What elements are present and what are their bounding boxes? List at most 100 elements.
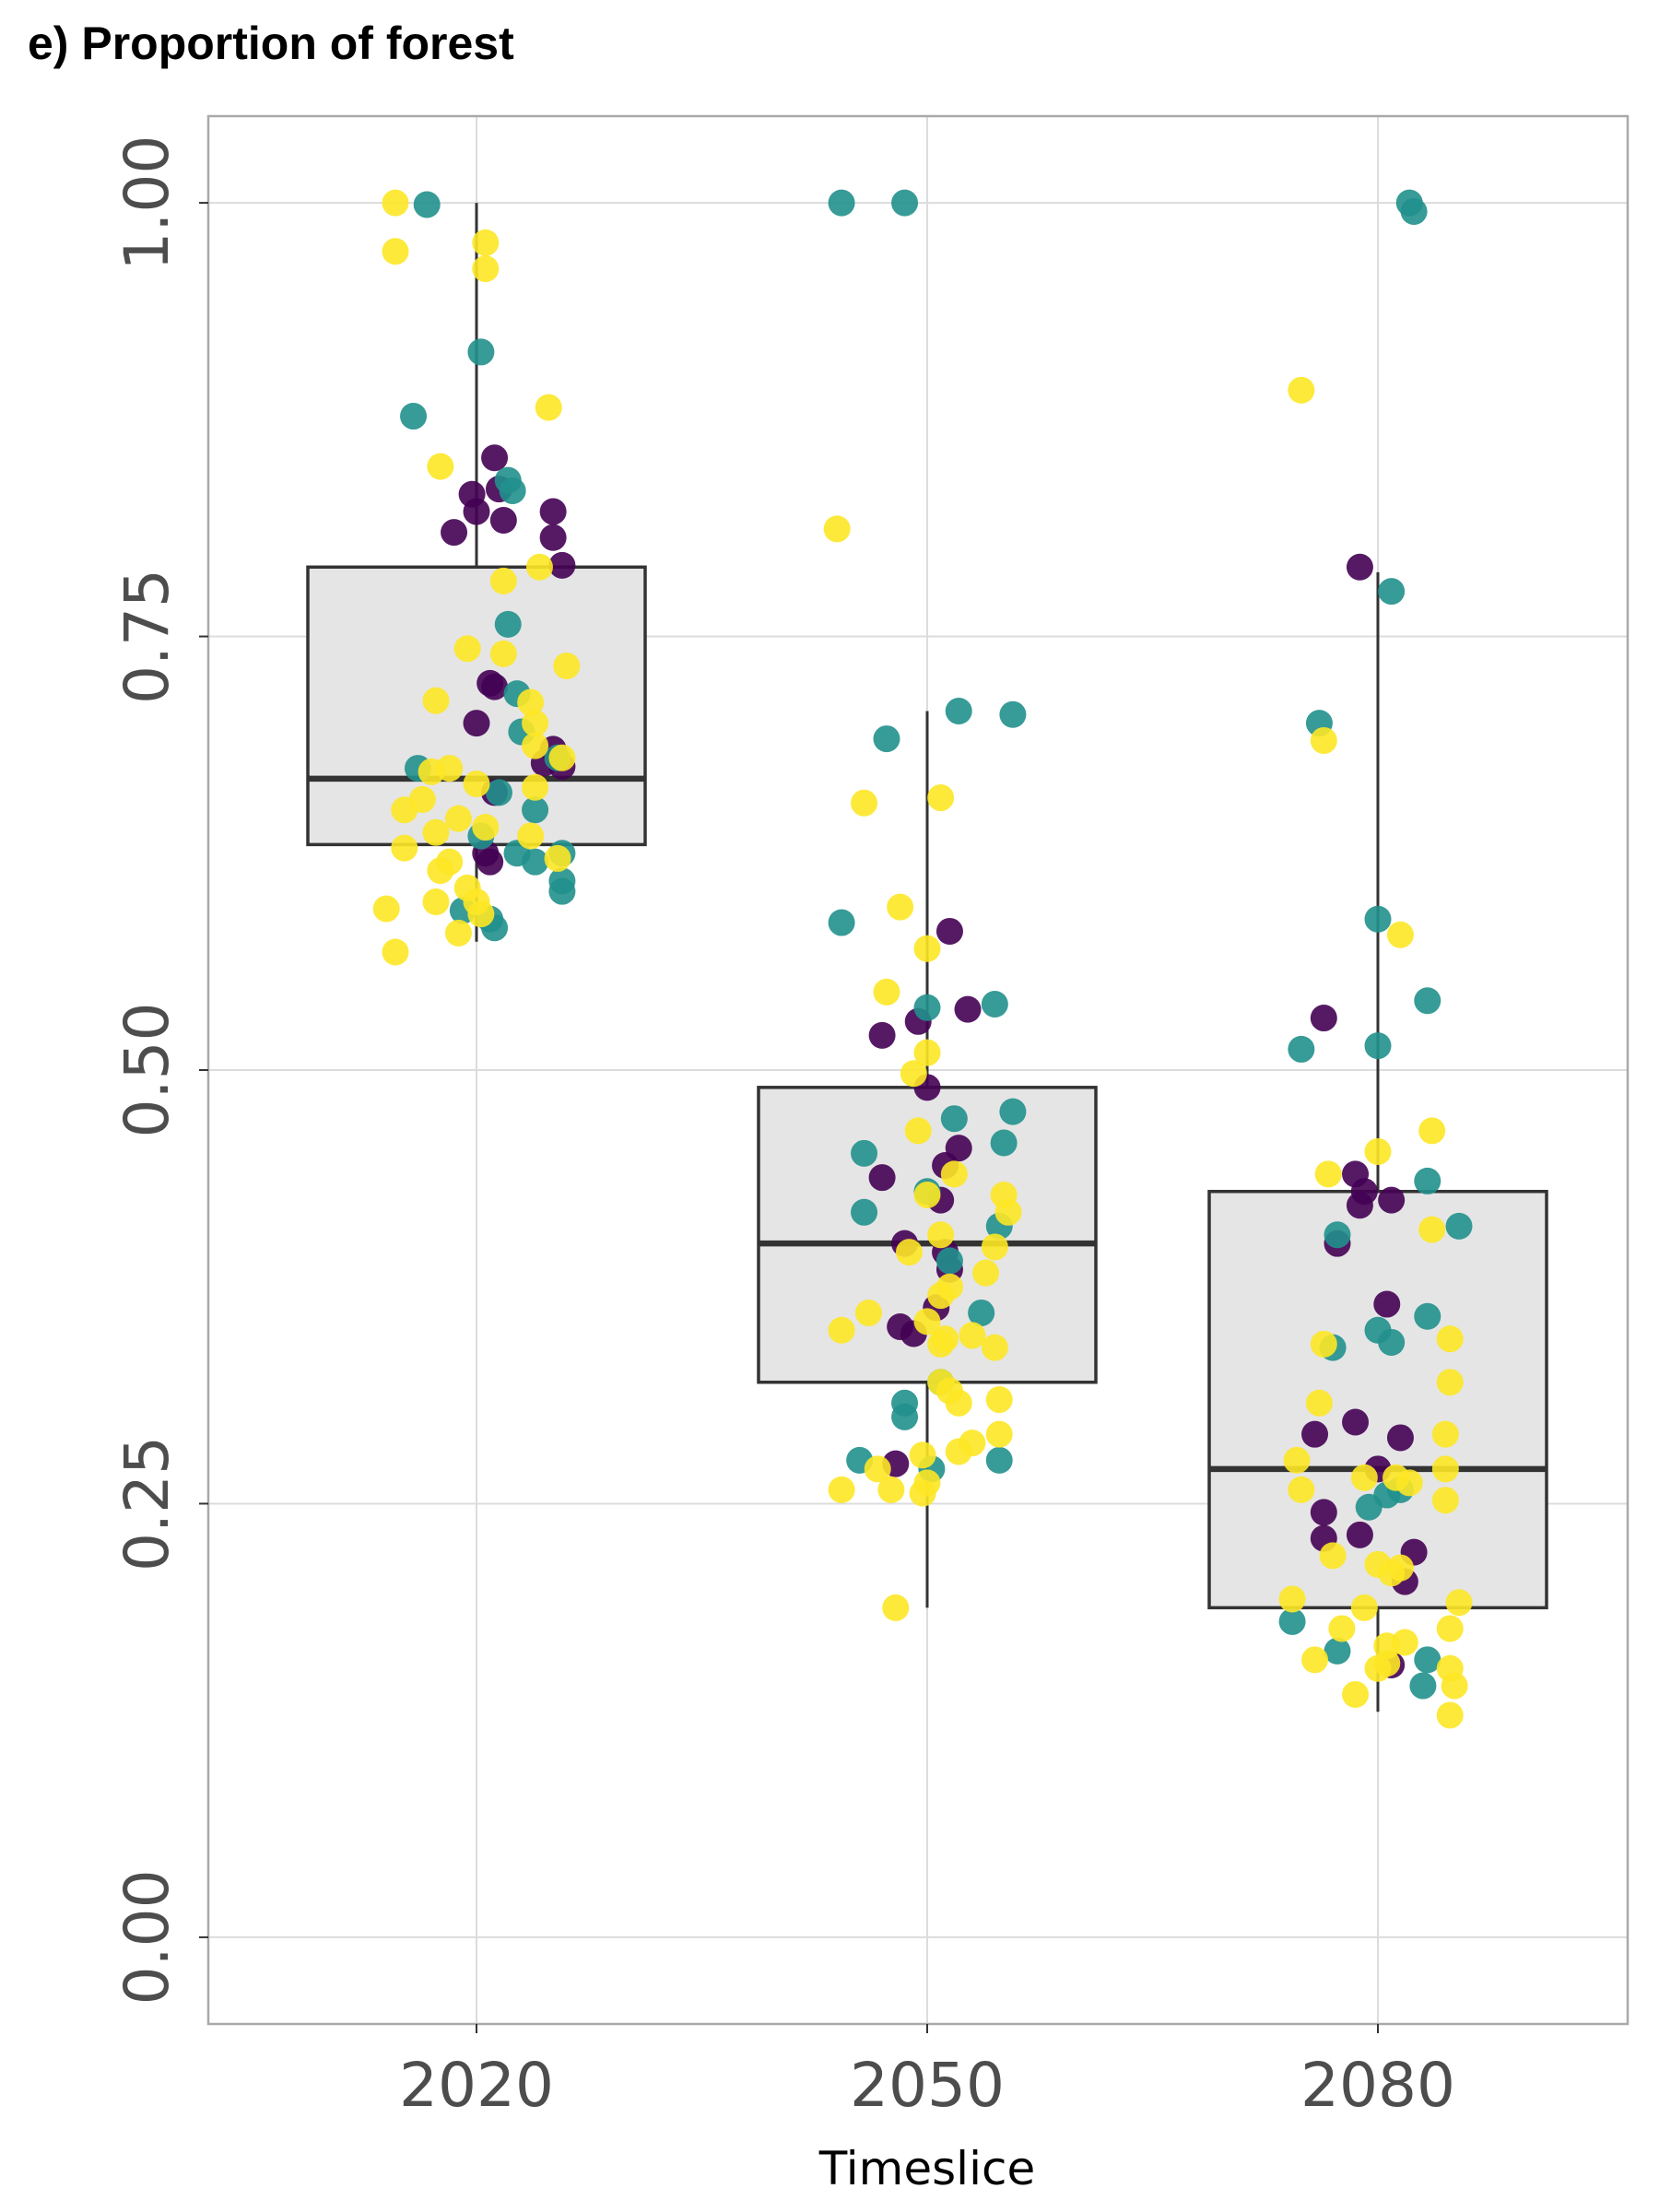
data-point: [935, 1247, 963, 1275]
data-point: [427, 453, 454, 480]
data-point: [1378, 1186, 1406, 1214]
data-point: [981, 1233, 1008, 1261]
y-tick-label: 0.50: [112, 1003, 182, 1138]
data-point: [422, 888, 450, 915]
data-point: [477, 848, 504, 876]
data-point: [1364, 1137, 1392, 1165]
data-point: [1386, 1554, 1414, 1582]
data-point: [1378, 578, 1406, 606]
data-point: [935, 917, 963, 945]
data-point: [1373, 1650, 1401, 1677]
data-point: [1445, 1589, 1473, 1617]
data-point: [909, 1479, 936, 1507]
data-point: [382, 189, 409, 217]
data-point: [1409, 1672, 1437, 1700]
data-point: [1373, 1290, 1401, 1318]
data-point: [553, 653, 581, 680]
data-point: [990, 1129, 1018, 1157]
data-point: [913, 935, 941, 962]
data-point: [828, 189, 855, 217]
data-point: [382, 238, 409, 265]
data-point: [999, 1098, 1027, 1125]
data-point: [877, 1476, 905, 1503]
data-point: [413, 191, 441, 218]
data-point: [522, 710, 549, 737]
data-point: [1418, 1117, 1446, 1145]
data-point: [828, 1316, 855, 1344]
data-point: [851, 1198, 878, 1226]
data-point: [882, 1594, 910, 1621]
data-point: [985, 1446, 1013, 1474]
data-point: [945, 1438, 972, 1465]
data-point: [927, 1221, 955, 1249]
data-point: [940, 1105, 968, 1133]
data-point: [463, 771, 490, 797]
x-tick-label: 2080: [1300, 2050, 1455, 2121]
data-point: [1436, 1701, 1464, 1729]
chart-title: e) Proportion of forest: [28, 18, 514, 69]
data-point: [1391, 1629, 1418, 1656]
data-point: [1301, 1420, 1329, 1448]
data-point: [959, 1322, 986, 1349]
data-point: [489, 506, 517, 534]
data-point: [489, 640, 517, 667]
data-point: [1395, 1469, 1423, 1497]
box-plots: [306, 203, 1548, 1712]
data-point: [985, 1386, 1013, 1414]
data-point: [522, 732, 549, 759]
data-point: [499, 477, 526, 504]
y-tick-label: 0.75: [112, 569, 182, 704]
data-point: [940, 1160, 968, 1188]
data-point: [1342, 1408, 1370, 1436]
data-point: [1355, 1493, 1382, 1521]
data-point: [408, 785, 436, 813]
data-point: [1328, 1615, 1356, 1642]
data-point: [1414, 1167, 1441, 1194]
data-point: [828, 909, 855, 936]
data-point: [909, 1441, 936, 1469]
data-point: [945, 697, 972, 724]
data-point: [489, 567, 517, 594]
data-point: [972, 1259, 1000, 1287]
data-point: [1414, 1646, 1441, 1674]
data-point: [945, 1389, 972, 1417]
data-point: [453, 635, 481, 663]
y-axis-ticks: 0.00 0.25 0.50 0.75 1.00: [112, 135, 208, 2005]
x-tick-label: 2050: [850, 2050, 1005, 2121]
data-point: [828, 1476, 855, 1503]
data-point: [382, 938, 409, 966]
data-point: [1400, 198, 1428, 225]
data-point: [895, 1239, 923, 1266]
data-point: [1386, 1424, 1414, 1452]
data-point: [441, 519, 468, 547]
data-point: [1386, 921, 1414, 948]
data-point: [1283, 1446, 1311, 1474]
data-point: [1346, 1521, 1373, 1548]
data-point: [544, 844, 571, 872]
data-point: [927, 784, 955, 812]
data-point: [1301, 1646, 1329, 1674]
jitter-points: [372, 189, 1473, 1729]
data-point: [467, 338, 495, 366]
data-point: [851, 1139, 878, 1167]
data-point: [517, 822, 545, 850]
data-point: [913, 1308, 941, 1335]
data-point: [422, 818, 450, 846]
data-point: [1414, 1302, 1441, 1330]
data-point: [1314, 1160, 1342, 1188]
data-point: [1364, 905, 1392, 933]
data-point: [1436, 1325, 1464, 1353]
data-point: [1346, 553, 1373, 581]
data-point: [927, 1330, 955, 1358]
data-point: [1278, 1585, 1306, 1613]
data-point: [823, 515, 851, 543]
x-tick-label: 2020: [399, 2050, 554, 2121]
data-point: [981, 1334, 1008, 1361]
data-point: [913, 1181, 941, 1208]
data-point: [968, 1299, 995, 1326]
data-point: [1288, 1476, 1315, 1503]
data-point: [1350, 1594, 1378, 1621]
data-point: [891, 189, 919, 217]
data-point: [900, 1060, 927, 1088]
